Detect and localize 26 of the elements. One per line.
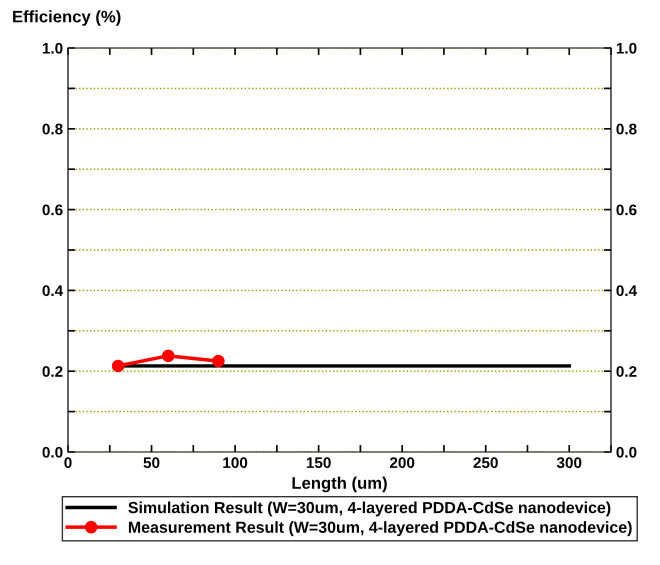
y2-tick-label: 1.0 bbox=[616, 42, 636, 54]
x-axis-title: Length (um) bbox=[292, 476, 387, 492]
x-tick-label: 300 bbox=[556, 457, 582, 468]
x-tick-label: 250 bbox=[473, 457, 498, 468]
y2-tick-label: 0.2 bbox=[616, 366, 636, 377]
y2-tick-label: 0.4 bbox=[616, 285, 638, 296]
point bbox=[162, 350, 174, 362]
y-axis-title: Efficiency (%) bbox=[13, 10, 120, 26]
y2-tick-label: 0.6 bbox=[616, 204, 637, 216]
x-tick-label: 200 bbox=[390, 457, 414, 468]
point bbox=[212, 354, 225, 368]
y-tick-label: 0.2 bbox=[42, 366, 63, 377]
x-tick-label: 50 bbox=[144, 457, 160, 468]
legend-label: Measurement Result (W=30um, 4-layered PDDA-CdSe nanodevice) bbox=[128, 521, 632, 536]
x-tick-label: 100 bbox=[223, 457, 248, 468]
y-tick-label: 0.8 bbox=[42, 124, 63, 134]
x-tick-label: 0 bbox=[64, 457, 72, 468]
y2-tick-label: 0.8 bbox=[616, 124, 637, 134]
y-tick-label: 0.4 bbox=[42, 285, 64, 296]
y-tick-label: 0.6 bbox=[42, 204, 63, 216]
legend-label: Simulation Result (W=30um, 4-layered PDDA-CdSe nanodevice) bbox=[128, 502, 610, 516]
y-tick-label: 1.0 bbox=[42, 42, 63, 54]
x-tick-label: 150 bbox=[306, 457, 331, 468]
point bbox=[112, 360, 124, 372]
y-tick-label: 0.0 bbox=[42, 446, 63, 458]
y2-tick-label: 0.0 bbox=[616, 446, 636, 458]
